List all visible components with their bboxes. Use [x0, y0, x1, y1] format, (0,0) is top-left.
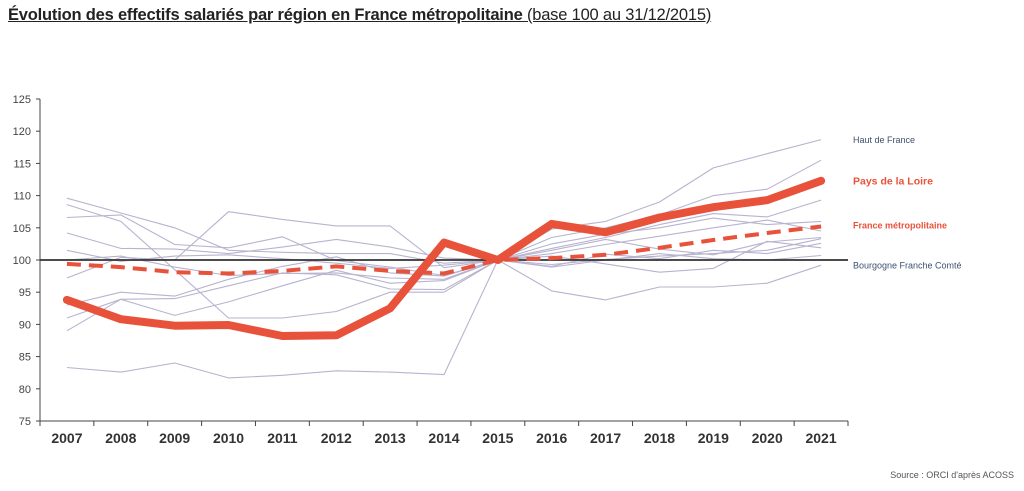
y-tick-label: 120 [13, 126, 31, 138]
series-line-region-5 [66, 199, 822, 306]
series-labels: Haut de France Pays de la Loire France mét… [853, 135, 962, 271]
x-tick-label: 2009 [159, 430, 190, 446]
series-line-pays-de-la-loire [62, 176, 826, 340]
x-tick-label: 2017 [590, 430, 621, 446]
y-tick-label: 105 [13, 223, 31, 235]
series-line-region-4 [66, 159, 822, 332]
series-label-haut-de-france: Haut de France [853, 135, 915, 145]
x-tick-label: 2021 [805, 430, 836, 446]
y-tick-label: 90 [19, 319, 31, 331]
source-note: Source : ORCI d'après ACOSS [890, 470, 1014, 480]
series-line-france-metropolitaine [66, 224, 822, 276]
chart-axes: 75 80 85 90 95 100 105 110 115 120 125 2007 2008 2009… [13, 94, 849, 446]
y-tick-label: 115 [13, 158, 31, 170]
x-tick-label: 2018 [644, 430, 675, 446]
series-line-region-9 [66, 242, 822, 269]
y-tick-label: 75 [19, 416, 31, 428]
y-tick-label: 110 [13, 191, 31, 203]
series-label-pays-de-la-loire: Pays de la Loire [853, 175, 933, 187]
x-tick-label: 2015 [482, 430, 513, 446]
x-tick-label: 2016 [536, 430, 567, 446]
series-label-bourgogne-franche-comté: Bourgogne Franche Comté [853, 261, 962, 271]
y-tick-label: 95 [19, 287, 31, 299]
x-tick-label: 2011 [267, 430, 298, 446]
x-tick-label: 2014 [428, 430, 459, 446]
y-tick-label: 125 [13, 94, 31, 106]
x-tick-label: 2008 [105, 430, 136, 446]
x-tick-label: 2020 [752, 430, 783, 446]
series-line-bourgogne-franche-comté [66, 259, 822, 379]
series-line-region-10 [66, 240, 822, 280]
highlighted-series [62, 176, 826, 340]
background-series [66, 139, 822, 379]
series-line-haut-de-france [66, 139, 822, 264]
y-tick-label: 80 [19, 384, 31, 396]
x-tick-label: 2013 [375, 430, 406, 446]
y-tick-label: 100 [13, 255, 31, 267]
x-tick-label: 2019 [698, 430, 729, 446]
chart-title: Évolution des effectifs salariés par rég… [8, 6, 711, 25]
series-line-region-7 [66, 219, 822, 261]
y-tick-label: 85 [19, 352, 31, 364]
x-tick-label: 2010 [213, 430, 244, 446]
series-label-france-métropolitaine: France métropolitaine [853, 221, 947, 231]
x-tick-label: 2007 [51, 430, 82, 446]
x-tick-label: 2012 [321, 430, 352, 446]
series-line-region-11 [66, 238, 822, 319]
chart-title-sub: (base 100 au 31/12/2015) [526, 6, 712, 24]
series-line-region-12 [66, 204, 822, 319]
chart-title-main: Évolution des effectifs salariés par rég… [8, 6, 523, 24]
